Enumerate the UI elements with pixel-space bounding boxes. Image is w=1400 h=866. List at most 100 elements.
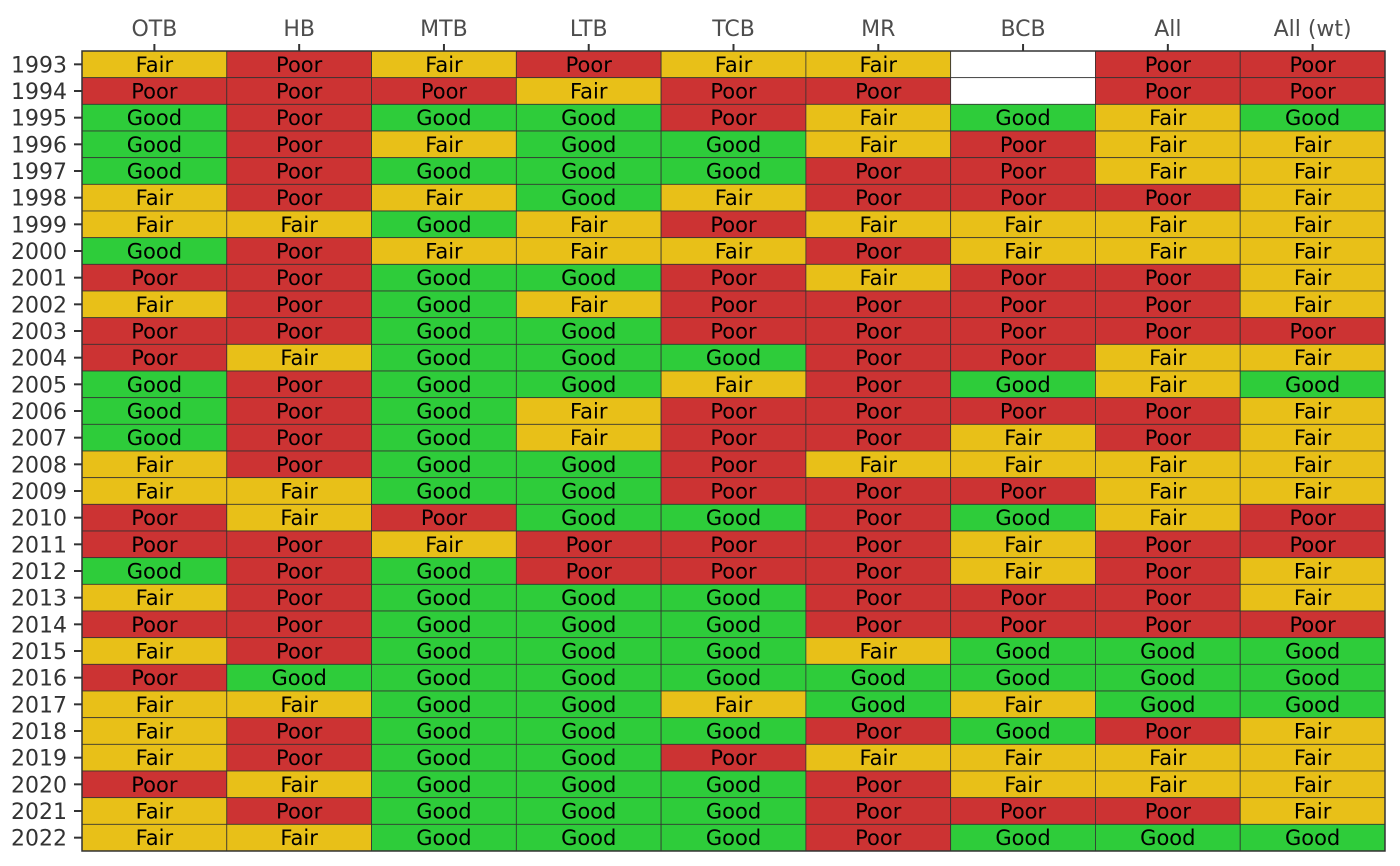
cell-label: Good	[995, 666, 1050, 690]
cell-label: Poor	[855, 826, 902, 850]
cell-2000-all-wt-	[1239, 237, 1386, 265]
cell-label: Fair	[1149, 506, 1187, 530]
cell-2014-otb	[81, 610, 228, 639]
cell-2013-mtb	[371, 583, 517, 612]
cell-label: Fair	[1294, 293, 1332, 317]
cell-2004-tcb	[660, 343, 807, 372]
row-label: 2007	[11, 427, 67, 452]
cell-2001-all	[1095, 263, 1241, 292]
cell-label: Fair	[136, 826, 174, 850]
cell-2022-ltb	[515, 823, 662, 852]
cell-label: Good	[706, 826, 761, 850]
cell-label: Good	[995, 373, 1050, 397]
cell-2012-mtb	[371, 557, 517, 585]
row-label: 2015	[11, 640, 67, 665]
cell-2012-mr	[805, 557, 952, 585]
cell-2018-mtb	[371, 717, 517, 745]
cell-label: Fair	[136, 693, 174, 717]
cell-label: Poor	[1000, 160, 1047, 184]
cell-label: Fair	[136, 213, 174, 237]
cell-label: Good	[561, 693, 616, 717]
row-labels: 1993199419951996199719981999200020012002…	[11, 53, 82, 852]
cell-label: Poor	[276, 453, 323, 477]
cell-label: Fair	[1294, 773, 1332, 797]
row-label: 2012	[11, 560, 67, 585]
cell-2006-mr	[805, 397, 952, 425]
cell-2002-all-wt-	[1239, 290, 1386, 319]
cell-label: Poor	[855, 373, 902, 397]
cell-label: Fair	[715, 240, 753, 264]
cell-label: Poor	[1145, 533, 1192, 557]
cell-label: Poor	[1145, 426, 1192, 450]
cell-2011-mr	[805, 530, 952, 559]
cell-1995-hb	[226, 103, 372, 132]
cell-label: Good	[416, 693, 471, 717]
cell-label: Poor	[855, 560, 902, 584]
cell-label: Good	[561, 640, 616, 664]
cell-label: Poor	[1145, 560, 1192, 584]
cell-label: Good	[561, 266, 616, 290]
cell-label: Good	[851, 693, 906, 717]
cell-label: Fair	[715, 693, 753, 717]
cell-label: Fair	[425, 53, 463, 77]
cell-1996-mtb	[371, 130, 517, 159]
column-label: MTB	[420, 17, 468, 42]
cell-2008-all-wt-	[1239, 450, 1386, 479]
cell-2002-mtb	[371, 290, 517, 319]
cell-2010-mr	[805, 503, 952, 532]
cell-2021-tcb	[660, 797, 807, 825]
cell-label: Good	[1140, 666, 1195, 690]
row-label: 2008	[11, 453, 67, 478]
cell-label: Poor	[710, 400, 757, 424]
cell-label: Fair	[1294, 480, 1332, 504]
cell-label: Fair	[1294, 266, 1332, 290]
cell-label: Good	[416, 586, 471, 610]
cell-label: Poor	[855, 80, 902, 104]
cell-label: Good	[706, 773, 761, 797]
cell-2018-all-wt-	[1239, 717, 1386, 745]
cell-2018-tcb	[660, 717, 807, 745]
cell-2003-bcb	[950, 317, 1096, 345]
cell-2019-mtb	[371, 743, 517, 772]
cell-label: Fair	[1149, 773, 1187, 797]
cell-label: Good	[1285, 693, 1340, 717]
cell-label: Fair	[1294, 346, 1332, 370]
cell-label: Poor	[1145, 400, 1192, 424]
cell-2007-tcb	[660, 423, 807, 452]
cell-2005-all-wt-	[1239, 370, 1386, 399]
cell-label: Good	[1285, 826, 1340, 850]
cell-label: Poor	[131, 506, 178, 530]
cell-label: Fair	[1004, 453, 1042, 477]
cell-1997-mtb	[371, 157, 517, 185]
cell-label: Good	[561, 720, 616, 744]
cell-label: Good	[561, 320, 616, 344]
cell-2014-mr	[805, 610, 952, 639]
column-label: LTB	[570, 17, 608, 42]
cell-2014-ltb	[515, 610, 662, 639]
cell-2002-mr	[805, 290, 952, 319]
cell-label: Fair	[136, 186, 174, 210]
cell-label: Fair	[1149, 746, 1187, 770]
cell-1994-hb	[226, 77, 372, 105]
cell-label: Poor	[276, 746, 323, 770]
cell-label: Fair	[1004, 773, 1042, 797]
cell-label: Good	[127, 400, 182, 424]
cell-2004-all	[1095, 343, 1241, 372]
row-label: 1997	[11, 160, 67, 185]
row-label: 2019	[11, 747, 67, 772]
cell-label: Fair	[570, 80, 608, 104]
cell-label: Fair	[1004, 560, 1042, 584]
cell-2002-all	[1095, 290, 1241, 319]
cell-label: Poor	[710, 266, 757, 290]
cell-1997-all	[1095, 157, 1241, 185]
cell-label: Poor	[855, 186, 902, 210]
cell-1997-mr	[805, 157, 952, 185]
cell-2013-ltb	[515, 583, 662, 612]
cell-label: Poor	[276, 720, 323, 744]
cell-label: Good	[1140, 640, 1195, 664]
cell-label: Poor	[566, 53, 613, 77]
cell-2006-mtb	[371, 397, 517, 425]
cell-label: Good	[416, 453, 471, 477]
cell-2022-hb	[226, 823, 372, 852]
cell-label: Poor	[855, 773, 902, 797]
